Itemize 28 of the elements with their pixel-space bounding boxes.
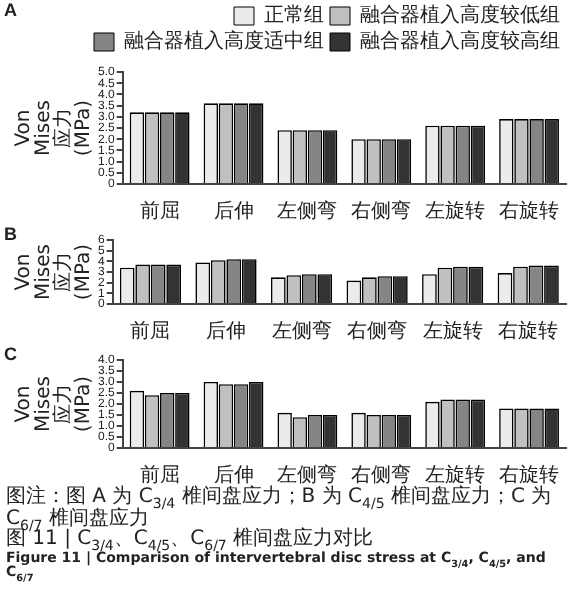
legend-label: 融合器植入高度较高组 <box>360 29 560 54</box>
x-tick-label: 左侧弯 <box>277 199 338 224</box>
y-axis-title: Von Mises 应力 (MPa) <box>13 243 96 301</box>
x-tick-label: 前屈 <box>130 319 171 344</box>
x-tick-label: 左侧弯 <box>277 463 338 488</box>
x-tick-label: 前屈 <box>139 463 180 488</box>
legend-label: 融合器植入高度适中组 <box>124 29 324 54</box>
x-tick-label: 右侧弯 <box>351 463 412 488</box>
x-tick-label: 左侧弯 <box>271 319 332 344</box>
x-tick-label: 前屈 <box>139 199 180 224</box>
y-axis-title: Von Mises 应力 (MPa) <box>13 99 96 157</box>
x-tick-label: 右侧弯 <box>347 319 408 344</box>
chart-title: B <box>4 223 18 244</box>
x-tick-label: 后伸 <box>213 199 254 224</box>
legend-label: 融合器植入高度较低组 <box>360 3 560 28</box>
chart-title: A <box>4 0 18 20</box>
x-tick-label: 左旋转 <box>425 199 486 224</box>
x-tick-label: 左旋转 <box>422 319 483 344</box>
legend-label: 正常组 <box>264 3 324 28</box>
x-tick-label: 后伸 <box>213 463 254 488</box>
x-tick-label: 后伸 <box>206 319 247 344</box>
x-tick-label: 右旋转 <box>499 463 560 488</box>
y-axis-title: Von Mises 应力 (MPa) <box>13 375 96 433</box>
chart-title: C <box>4 343 18 364</box>
x-tick-label: 右旋转 <box>499 199 560 224</box>
x-tick-label: 右旋转 <box>498 319 559 344</box>
x-tick-label: 右侧弯 <box>351 199 412 224</box>
x-tick-label: 左旋转 <box>425 463 486 488</box>
